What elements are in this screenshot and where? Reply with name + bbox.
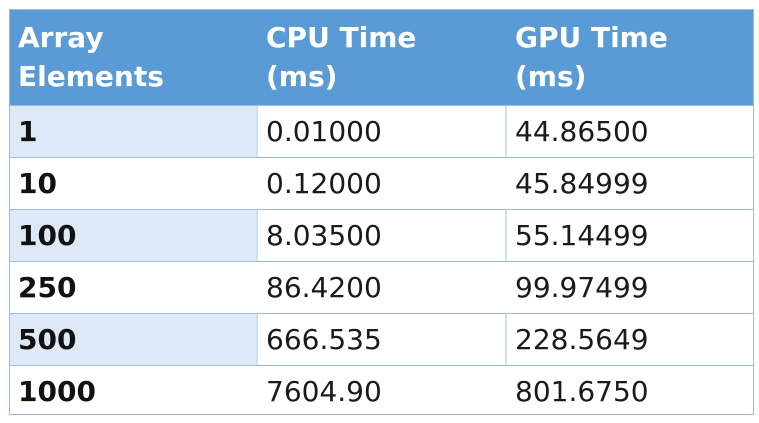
table-row: 10 0.12000 45.84999 (10, 157, 753, 209)
cell-cpu-time: 0.12000 (266, 167, 382, 200)
column-divider (505, 210, 507, 261)
cell-gpu-time: 228.5649 (507, 314, 753, 365)
cell-array-elements: 250 (18, 271, 77, 304)
column-divider (505, 314, 507, 365)
cell-cpu-time: 7604.90 (266, 375, 382, 408)
header-cpu-time: CPU Time (ms) (266, 18, 416, 96)
table-row: 500 666.535 228.5649 (10, 313, 753, 365)
cell-cpu-time: 86.4200 (266, 271, 382, 304)
table-row: 1 0.01000 44.86500 (10, 105, 753, 157)
column-divider (256, 210, 258, 261)
cell-cpu-time: 8.03500 (258, 210, 505, 261)
header-cpu-time-line1: CPU Time (266, 21, 417, 54)
table-row: 100 8.03500 55.14499 (10, 209, 753, 261)
cell-array-elements: 500 (10, 314, 256, 365)
header-array-elements-line1: Array (18, 21, 104, 54)
column-divider (505, 106, 507, 157)
header-gpu-time: GPU Time (ms) (515, 18, 668, 96)
cell-array-elements: 10 (18, 167, 57, 200)
header-gpu-time-line1: GPU Time (515, 21, 668, 54)
table-row: 1000 7604.90 801.6750 (10, 365, 753, 415)
header-cpu-time-line2: (ms) (266, 60, 338, 93)
cell-gpu-time: 45.84999 (515, 167, 649, 200)
column-divider (256, 106, 258, 157)
cell-gpu-time: 44.86500 (507, 106, 753, 157)
timing-table: Array Elements CPU Time (ms) GPU Time (m… (9, 9, 754, 415)
cell-cpu-time: 666.535 (258, 314, 505, 365)
header-array-elements: Array Elements (18, 18, 164, 96)
table-row: 250 86.4200 99.97499 (10, 261, 753, 313)
column-divider (256, 314, 258, 365)
cell-gpu-time: 801.6750 (515, 375, 649, 408)
table-header-row: Array Elements CPU Time (ms) GPU Time (m… (10, 10, 753, 105)
header-gpu-time-line2: (ms) (515, 60, 587, 93)
cell-gpu-time: 99.97499 (515, 271, 649, 304)
cell-cpu-time: 0.01000 (258, 106, 505, 157)
header-array-elements-line2: Elements (18, 60, 164, 93)
cell-array-elements: 1000 (18, 375, 96, 408)
cell-array-elements: 100 (10, 210, 256, 261)
cell-array-elements: 1 (10, 106, 256, 157)
cell-gpu-time: 55.14499 (507, 210, 753, 261)
